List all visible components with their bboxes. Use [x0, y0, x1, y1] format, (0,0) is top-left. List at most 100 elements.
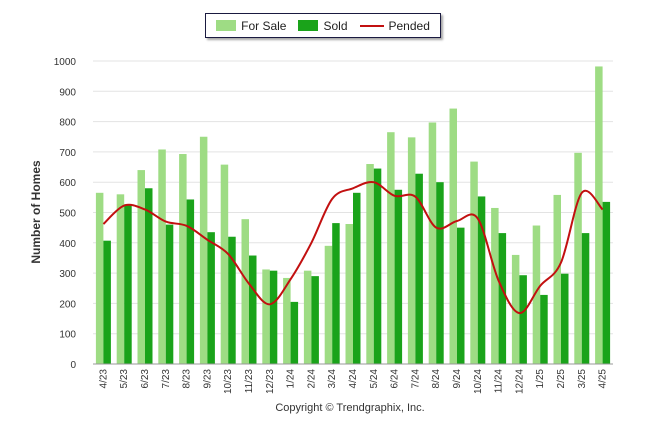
x-tick-label: 11/23: [244, 369, 255, 394]
y-axis-label: Number of Homes: [29, 160, 43, 264]
x-axis-ticks: 4/23 5/23 6/23 7/23 8/23 9/23 10/23 11/23 12/23 1…: [98, 369, 608, 394]
x-tick-label: 7/24: [410, 369, 421, 389]
y-tick-label: 800: [59, 118, 76, 129]
bar-for-sale[interactable]: [511, 254, 520, 364]
bar-for-sale[interactable]: [574, 152, 582, 364]
bar-sold[interactable]: [165, 224, 174, 364]
bar-sold[interactable]: [540, 294, 548, 364]
x-tick-label: 8/23: [182, 369, 193, 389]
bar-sold[interactable]: [124, 204, 132, 364]
bar-sold[interactable]: [498, 233, 507, 364]
bar-sold[interactable]: [332, 223, 340, 364]
bar-sold[interactable]: [477, 196, 486, 364]
x-tick-label: 3/24: [327, 369, 338, 389]
legend-label-pended: Pended: [388, 18, 430, 33]
x-tick-label: 10/23: [223, 369, 234, 394]
bar-for-sale[interactable]: [262, 269, 270, 364]
x-tick-label: 10/24: [473, 369, 484, 394]
bar-for-sale[interactable]: [158, 149, 166, 364]
bar-for-sale[interactable]: [95, 192, 104, 364]
x-tick-label: 5/23: [119, 369, 130, 389]
y-tick-label: 100: [59, 330, 76, 341]
x-tick-label: 2/25: [556, 369, 567, 389]
bar-for-sale[interactable]: [241, 219, 250, 364]
bar-for-sale[interactable]: [407, 137, 416, 364]
bar-for-sale[interactable]: [595, 66, 603, 364]
x-tick-label: 12/23: [265, 369, 276, 394]
bar-sold[interactable]: [145, 188, 153, 364]
bar-sold[interactable]: [311, 276, 319, 364]
x-tick-label: 8/24: [431, 369, 442, 389]
bar-for-sale[interactable]: [366, 164, 374, 364]
bar-sold[interactable]: [228, 236, 236, 364]
legend-item-pended[interactable]: Pended: [359, 18, 430, 33]
bar-for-sale[interactable]: [137, 170, 146, 364]
bar-sold[interactable]: [519, 275, 527, 364]
x-tick-label: 3/25: [577, 369, 588, 389]
legend: For Sale Sold Pended: [205, 13, 441, 38]
bar-sold[interactable]: [561, 273, 569, 364]
x-tick-label: 4/23: [98, 369, 109, 389]
bar-sold[interactable]: [186, 199, 195, 364]
x-tick-label: 7/23: [161, 369, 172, 389]
y-tick-label: 500: [59, 209, 76, 220]
bar-sold[interactable]: [602, 201, 611, 364]
y-tick-label: 300: [59, 269, 76, 280]
x-tick-label: 4/24: [348, 369, 359, 389]
bar-sold[interactable]: [436, 182, 444, 364]
y-tick-label: 900: [59, 87, 76, 98]
bar-for-sale[interactable]: [116, 194, 125, 364]
bar-for-sale[interactable]: [449, 108, 458, 364]
bar-for-sale[interactable]: [179, 154, 187, 364]
bar-for-sale[interactable]: [303, 270, 312, 364]
bar-for-sale[interactable]: [220, 164, 229, 364]
legend-item-sold[interactable]: Sold: [298, 18, 348, 33]
x-tick-label: 9/24: [452, 369, 463, 389]
y-tick-label: 600: [59, 178, 76, 189]
bar-for-sale[interactable]: [199, 136, 208, 364]
x-tick-label: 4/25: [598, 369, 609, 389]
legend-label-sold: Sold: [323, 18, 348, 33]
bar-sold[interactable]: [457, 227, 465, 364]
bar-sold[interactable]: [581, 233, 590, 364]
bar-sold[interactable]: [103, 240, 111, 364]
bar-for-sale[interactable]: [387, 132, 395, 364]
for-sale-swatch: [216, 20, 237, 31]
bar-for-sale[interactable]: [283, 277, 291, 364]
bar-for-sale[interactable]: [470, 161, 478, 364]
y-axis-ticks: 0 100 200 300 400 500 600 700 800 900 1000: [54, 57, 77, 371]
bar-for-sale[interactable]: [491, 207, 499, 364]
bars: [95, 66, 611, 364]
x-tick-label: 9/23: [202, 369, 213, 389]
bar-sold[interactable]: [394, 189, 403, 364]
bar-sold[interactable]: [249, 255, 257, 364]
pended-line-layer: [102, 180, 604, 315]
bar-sold[interactable]: [207, 232, 215, 364]
legend-label-for-sale: For Sale: [241, 18, 287, 33]
x-tick-label: 12/24: [514, 369, 525, 394]
pended-line[interactable]: [102, 180, 604, 315]
x-tick-label: 5/24: [369, 369, 380, 389]
bar-for-sale[interactable]: [553, 194, 562, 364]
bar-sold[interactable]: [373, 168, 382, 364]
bar-sold[interactable]: [269, 270, 278, 364]
bar-for-sale[interactable]: [532, 225, 541, 364]
sold-swatch: [298, 20, 319, 31]
bar-for-sale[interactable]: [324, 245, 333, 364]
x-tick-label: 1/24: [286, 369, 297, 389]
y-tick-label: 200: [59, 299, 76, 310]
bar-sold[interactable]: [415, 173, 423, 364]
x-tick-label: 6/24: [390, 369, 401, 389]
x-tick-label: 2/24: [306, 369, 317, 389]
y-tick-label: 1000: [54, 57, 77, 68]
x-tick-label: 11/24: [494, 369, 505, 394]
legend-item-for-sale[interactable]: For Sale: [216, 19, 286, 33]
bar-for-sale[interactable]: [428, 122, 437, 364]
x-tick-label: 6/23: [140, 369, 151, 389]
bar-for-sale[interactable]: [345, 224, 354, 364]
pended-swatch: [359, 24, 384, 27]
y-tick-label: 700: [59, 148, 76, 159]
bar-sold[interactable]: [353, 192, 361, 364]
bar-sold[interactable]: [290, 301, 299, 364]
